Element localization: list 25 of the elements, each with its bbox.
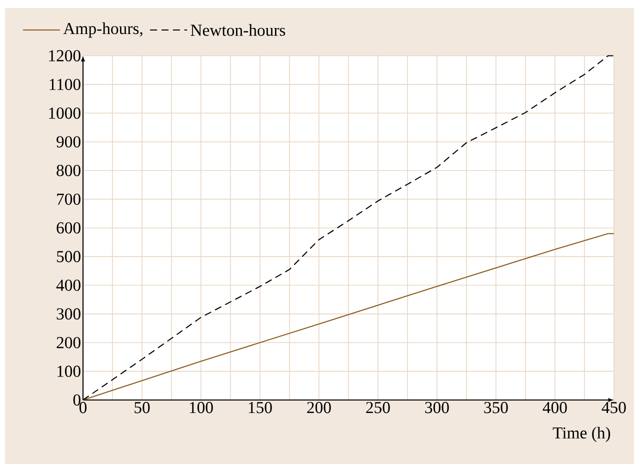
y-tick-label: 800 [56,164,80,176]
x-tick-label: 450 [602,402,626,414]
y-tick-label: 1100 [50,78,80,90]
legend-label: Amp-hours, [63,22,142,38]
y-tick-label: 200 [56,336,80,348]
y-tick-label: 600 [56,222,80,234]
y-tick-label: 1200 [49,50,80,62]
x-tick-label: 350 [484,402,508,414]
x-tick-label: 250 [366,402,390,414]
y-tick-label: 1000 [49,108,80,119]
x-tick-label: 200 [307,402,331,414]
y-tick-label: 400 [56,280,80,291]
y-tick-label: 700 [57,194,80,205]
legend-label: Newton-hours [190,24,286,36]
x-tick-label: 300 [425,402,449,414]
x-tick-label: 50 [134,402,150,414]
y-tick-label: 0 [73,394,80,406]
x-tick-label: 150 [248,402,272,414]
y-tick-label: 500 [56,250,80,262]
x-tick-label: 400 [542,402,567,414]
y-tick-label: 300 [56,308,80,320]
x-tick-label: 100 [190,402,213,414]
y-tick-label: 900 [56,136,80,148]
x-axis-title: Time (h) [552,426,610,442]
y-tick-label: 100 [57,366,80,377]
